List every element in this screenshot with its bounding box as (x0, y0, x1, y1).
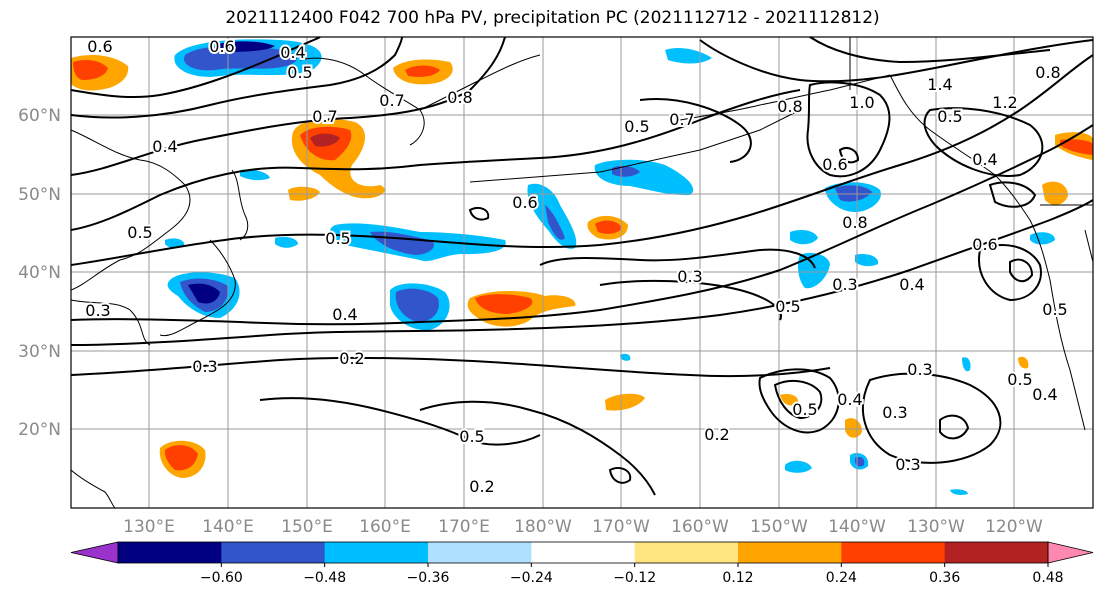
colorbar-segment (118, 542, 222, 563)
coastlines (70, 37, 1094, 509)
colorbar-tick-label: 0.12 (722, 570, 753, 586)
map-title: 2021112400 F042 700 hPa PV, precipitatio… (225, 8, 880, 28)
contour-label: 0.7 (312, 107, 337, 126)
contour-label: 0.7 (379, 91, 404, 110)
lon-label: 150°W (750, 517, 808, 537)
lon-label: 120°W (985, 517, 1043, 537)
contour-label: 0.6 (209, 37, 234, 56)
lon-label: 140°W (828, 517, 886, 537)
contour-label: 0.5 (775, 297, 800, 316)
contour-label: 0.5 (937, 107, 962, 126)
contour-label: 0.2 (704, 425, 729, 444)
contour-label: 0.4 (899, 275, 924, 294)
contour-label: 0.5 (459, 427, 484, 446)
contour-label: 0.8 (1035, 63, 1060, 82)
colorbar-tick-label: −0.12 (613, 570, 656, 586)
contour-label: 0.3 (907, 360, 932, 379)
contour-label: 0.5 (1042, 300, 1067, 319)
contour-label: 0.5 (792, 400, 817, 419)
lat-label: 50°N (18, 185, 61, 205)
contour-label: 0.6 (972, 235, 997, 254)
lon-label: 170°W (592, 517, 650, 537)
contour-label: 0.4 (972, 150, 997, 169)
colorbar: −0.60 −0.48 −0.36 −0.24 −0.12 0.12 0.24 0.36 0.4… (70, 541, 1094, 586)
map-frame (70, 36, 1094, 509)
colorbar-tick-label: 0.36 (929, 570, 960, 586)
colorbar-segment (841, 542, 946, 563)
contour-label: 0.4 (1032, 385, 1057, 404)
colorbar-segment (324, 542, 429, 563)
lat-label: 40°N (18, 263, 61, 283)
contour-label: 0.3 (832, 275, 857, 294)
colorbar-min-arrow (70, 541, 119, 564)
contour-label: 0.4 (152, 137, 177, 156)
contour-label: 0.8 (842, 213, 867, 232)
contour-label: 1.2 (992, 93, 1017, 112)
lon-label: 150°E (281, 517, 333, 537)
colorbar-segment (944, 542, 1049, 563)
contour-label: 0.6 (512, 193, 537, 212)
contour-label: 1.0 (849, 93, 874, 112)
contour-label: 0.6 (87, 37, 112, 56)
colorbar-tick-label: 0.24 (826, 570, 857, 586)
contour-label: 0.7 (669, 110, 694, 129)
contour-label: 0.8 (777, 97, 802, 116)
contour-label: 0.4 (837, 390, 862, 409)
colorbar-segment (221, 542, 326, 563)
pv-contours (70, 36, 1094, 496)
contour-label: 0.3 (85, 301, 110, 320)
lon-label: 140°E (202, 517, 254, 537)
colorbar-segment (428, 542, 532, 563)
contour-label: 0.5 (127, 223, 152, 242)
colorbar-tick-label: −0.60 (200, 570, 243, 586)
colorbar-segment (634, 542, 739, 563)
contour-label: 0.3 (895, 455, 920, 474)
contour-label: 0.5 (624, 117, 649, 136)
lat-label: 30°N (18, 342, 61, 362)
contour-label: 0.8 (447, 88, 472, 107)
contour-label: 0.2 (469, 477, 494, 496)
contour-label: 0.5 (287, 63, 312, 82)
lon-label: 160°E (359, 517, 411, 537)
precipitation-shading (71, 39, 1093, 495)
contour-label: 0.5 (1007, 370, 1032, 389)
lon-label: 170°E (438, 517, 490, 537)
latitude-labels: 60°N 50°N 40°N 30°N 20°N (18, 106, 61, 440)
contour-label: 0.3 (677, 267, 702, 286)
colorbar-tick-label: 0.48 (1032, 570, 1063, 586)
contour-label: 0.6 (822, 155, 847, 174)
contour-label: 0.4 (280, 43, 305, 62)
colorbar-tick-label: −0.24 (510, 570, 553, 586)
colorbar-max-arrow (1047, 541, 1094, 564)
lat-label: 60°N (18, 106, 61, 126)
contour-label: 0.3 (192, 357, 217, 376)
colorbar-segment (531, 542, 636, 563)
colorbar-tick-label: −0.48 (303, 570, 346, 586)
lon-label: 160°W (671, 517, 729, 537)
contour-label: 0.5 (325, 229, 350, 248)
colorbar-frame (117, 541, 1049, 564)
longitude-labels: 130°E 140°E 150°E 160°E 170°E 180°W 170°… (123, 517, 1043, 537)
contour-label: 0.3 (882, 403, 907, 422)
contour-label: 1.4 (927, 75, 952, 94)
colorbar-segment (738, 542, 842, 563)
contour-labels: 0.6 0.60.50.40.70.80.40.70.50.7 0.8 1.01.41… (83, 35, 1069, 498)
lon-label: 130°W (907, 517, 965, 537)
colorbar-tick-label: −0.36 (407, 570, 450, 586)
lat-label: 20°N (18, 420, 61, 440)
lon-label: 130°E (123, 517, 175, 537)
contour-label: 0.4 (332, 305, 357, 324)
contour-label: 0.2 (339, 349, 364, 368)
lon-label: 180°W (514, 517, 572, 537)
